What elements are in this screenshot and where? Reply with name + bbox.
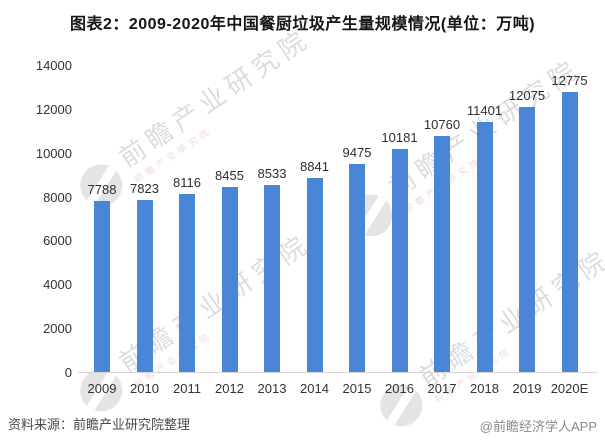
x-tick-label: 2010 xyxy=(130,381,159,396)
chart-title: 图表2：2009-2020年中国餐厨垃圾产生量规模情况(单位：万吨) xyxy=(69,16,536,33)
x-tick-label: 2009 xyxy=(87,381,117,396)
y-tick-label: 14000 xyxy=(35,58,72,73)
x-tick-label: 2011 xyxy=(173,381,201,396)
bar xyxy=(349,164,365,372)
y-tick-label: 8000 xyxy=(43,189,72,205)
bar-value-label: 8116 xyxy=(173,175,201,190)
bar-value-label: 10760 xyxy=(423,117,461,132)
bar xyxy=(179,194,195,372)
watermark-text: 前瞻产业研究院 xyxy=(113,22,317,173)
bar xyxy=(519,107,535,372)
bar-value-label: 8841 xyxy=(300,159,329,174)
y-tick-label: 2000 xyxy=(43,321,72,337)
source-note: 资料来源：前瞻产业研究院整理 xyxy=(8,417,191,432)
bar xyxy=(94,201,110,372)
x-tick-label: 2016 xyxy=(385,381,414,396)
bar-value-label: 8533 xyxy=(257,166,287,181)
x-tick-label: 2017 xyxy=(427,381,457,396)
bar xyxy=(391,149,408,372)
bar-value-label: 12075 xyxy=(508,88,546,103)
bar xyxy=(136,200,153,372)
x-tick-label: 2013 xyxy=(257,381,287,396)
bar xyxy=(434,136,450,372)
x-tick-label: 2012 xyxy=(215,381,244,396)
bar xyxy=(221,187,238,372)
y-tick-label: 6000 xyxy=(43,233,72,249)
bar-value-label: 8455 xyxy=(215,168,244,183)
x-tick-label: 2020E xyxy=(550,381,589,396)
bar xyxy=(264,185,280,372)
bar xyxy=(476,122,493,372)
bar-value-label: 7823 xyxy=(130,181,159,196)
x-tick-label: 2015 xyxy=(342,381,372,396)
x-axis-line xyxy=(78,372,597,373)
bar-value-label: 7788 xyxy=(87,182,117,197)
y-tick-label: 4000 xyxy=(43,277,72,293)
bar-value-label: 11401 xyxy=(466,103,503,118)
y-tick-label: 12000 xyxy=(35,101,72,117)
bar xyxy=(306,178,323,372)
y-tick-label: 10000 xyxy=(35,145,72,161)
bar xyxy=(561,92,578,372)
x-tick-label: 2019 xyxy=(512,381,542,396)
y-tick-label: 0 xyxy=(64,365,72,380)
x-tick-label: 2014 xyxy=(300,381,329,396)
x-tick-label: 2018 xyxy=(470,381,499,396)
bar-value-label: 9475 xyxy=(342,145,372,160)
app-credit: @前瞻经济学人APP xyxy=(479,419,597,434)
bar-value-label: 12775 xyxy=(551,73,588,88)
bar-value-label: 10181 xyxy=(381,130,418,145)
